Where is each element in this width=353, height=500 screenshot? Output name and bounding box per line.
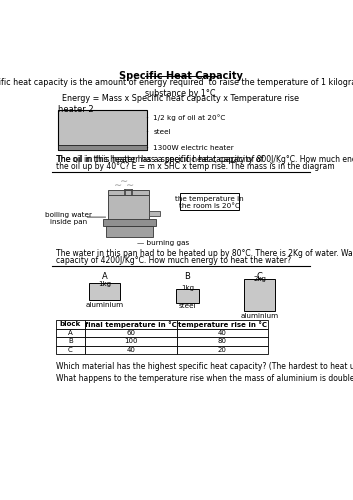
- Bar: [89, 284, 120, 300]
- Text: A: A: [68, 330, 73, 336]
- Bar: [85, 328, 176, 337]
- Text: A: A: [102, 272, 107, 281]
- Bar: [56, 337, 85, 345]
- Bar: [176, 337, 268, 345]
- Text: 100: 100: [124, 338, 138, 344]
- Bar: [85, 320, 176, 328]
- Bar: [103, 220, 156, 226]
- Text: steel: steel: [147, 128, 171, 134]
- Text: Specific Heat Capacity: Specific Heat Capacity: [119, 71, 243, 81]
- Text: 2kg: 2kg: [253, 276, 266, 281]
- Text: capacity of 4200J/Kg°C. How much energy to heat the water?: capacity of 4200J/Kg°C. How much energy …: [56, 256, 291, 266]
- Text: Energy = Mass x Specific heat capacity x Temperature rise: Energy = Mass x Specific heat capacity x…: [62, 94, 299, 103]
- Text: final temperature in °C: final temperature in °C: [85, 321, 177, 328]
- Text: C: C: [68, 347, 73, 353]
- Bar: [176, 320, 268, 328]
- Text: Specific heat capacity is the amount of energy required  to raise the temperatur: Specific heat capacity is the amount of …: [0, 78, 353, 98]
- Text: C: C: [257, 272, 263, 281]
- Text: temperature rise in °C: temperature rise in °C: [178, 321, 267, 328]
- Text: aluminium: aluminium: [85, 302, 124, 308]
- Text: The oil in this heater has a specific heat capacity of 800J/Kg°C. How much energ: The oil in this heater has a specific he…: [56, 156, 353, 164]
- Text: ∼: ∼: [126, 180, 134, 190]
- Bar: [56, 346, 85, 354]
- Text: 1kg: 1kg: [181, 285, 194, 291]
- Bar: [85, 346, 176, 354]
- Text: Which material has the highest specific heat capacity? (The hardest to heat up) : Which material has the highest specific …: [56, 362, 353, 371]
- Text: What happens to the temperature rise when the mass of aluminium is doubled? ____: What happens to the temperature rise whe…: [56, 374, 353, 383]
- Text: 60: 60: [126, 330, 136, 336]
- Text: the oil up by 40°C? E = m x SHC x temp rise. The mass is in the diagram: the oil up by 40°C? E = m x SHC x temp r…: [56, 162, 334, 172]
- Bar: [56, 320, 85, 328]
- Text: heater 2: heater 2: [58, 104, 94, 114]
- Text: ∼: ∼: [114, 180, 122, 190]
- Text: The oil in this heater has a specific heat capacity of 800J/Kg°C. How much energ: The oil in this heater has a specific he…: [56, 156, 353, 164]
- Bar: [180, 193, 239, 210]
- Text: B: B: [68, 338, 73, 344]
- Text: 1kg: 1kg: [98, 281, 111, 287]
- Bar: [58, 144, 147, 150]
- Bar: [58, 110, 147, 150]
- Text: 1/2 kg of oil at 20°C: 1/2 kg of oil at 20°C: [147, 114, 226, 121]
- Bar: [106, 226, 152, 237]
- Bar: [108, 190, 149, 194]
- Text: B: B: [185, 272, 190, 281]
- Text: 40: 40: [218, 330, 227, 336]
- Text: boiling water
inside pan: boiling water inside pan: [46, 212, 92, 224]
- Text: aluminium: aluminium: [240, 312, 279, 318]
- Bar: [176, 346, 268, 354]
- Bar: [108, 194, 149, 222]
- Text: steel: steel: [179, 304, 196, 310]
- Text: The water in this pan had to be heated up by 80°C. There is 2Kg of water. Water : The water in this pan had to be heated u…: [56, 250, 353, 258]
- Text: 80: 80: [218, 338, 227, 344]
- Text: block: block: [60, 322, 81, 328]
- Bar: [56, 328, 85, 337]
- Bar: [176, 288, 199, 302]
- Bar: [85, 337, 176, 345]
- Text: 1300W electric heater: 1300W electric heater: [147, 145, 234, 151]
- Bar: [149, 211, 160, 216]
- Text: 20: 20: [218, 347, 227, 353]
- Text: the temperature in
the room is 20°C: the temperature in the room is 20°C: [175, 196, 244, 208]
- Text: The oil in this heater has a specific heat capacity of: The oil in this heater has a specific he…: [56, 156, 266, 164]
- Text: — burning gas: — burning gas: [137, 240, 189, 246]
- Text: 40: 40: [126, 347, 135, 353]
- Text: ∼: ∼: [120, 176, 128, 186]
- Bar: [176, 328, 268, 337]
- Bar: [244, 278, 275, 311]
